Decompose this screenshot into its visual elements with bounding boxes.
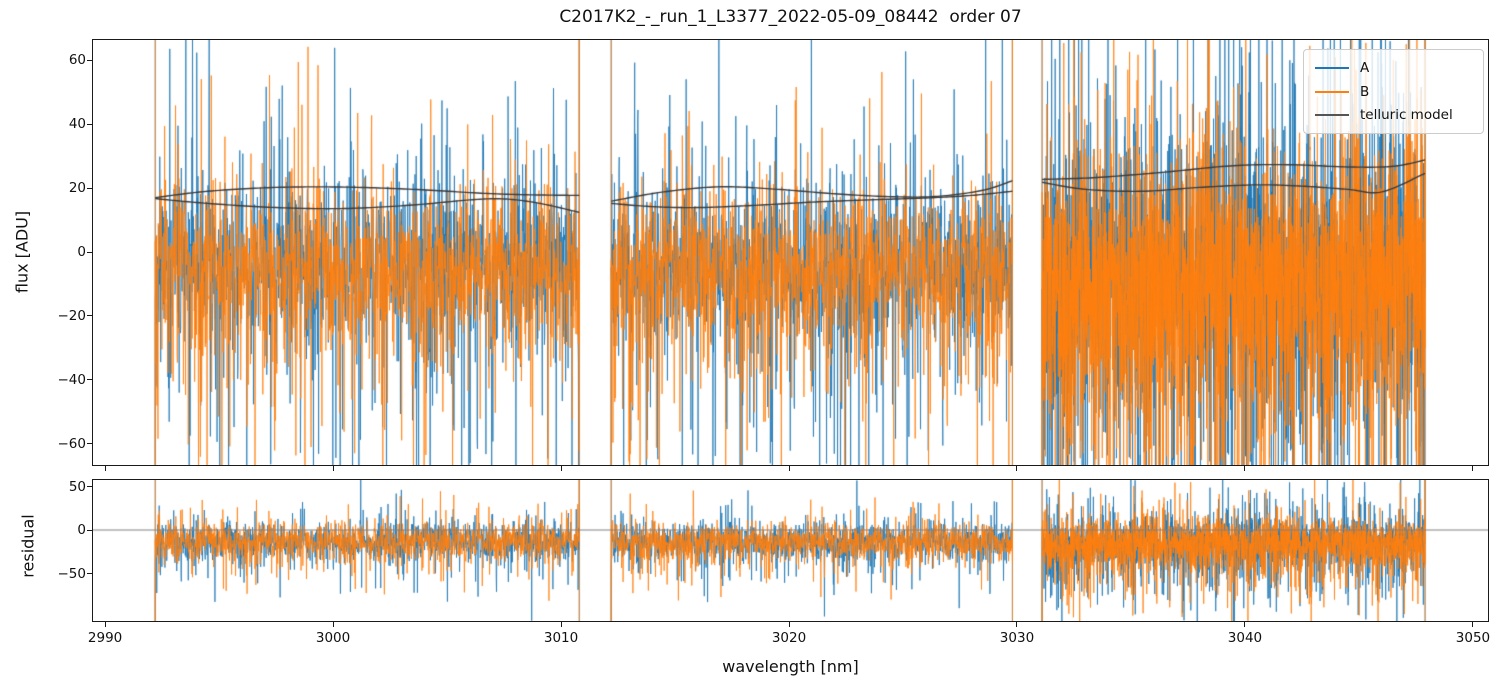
x-tick-mark: [1472, 466, 1474, 471]
legend-label-b: B: [1360, 83, 1370, 100]
x-tick-mark: [104, 622, 106, 627]
y-tick-mark: [87, 443, 92, 445]
y-tick-label: −60: [57, 435, 87, 452]
y-tick-mark: [87, 379, 92, 381]
legend-item-b: B: [1304, 84, 1483, 100]
legend-item-a: A: [1304, 60, 1483, 76]
legend: A B telluric model: [1303, 49, 1484, 134]
y-tick-label: 60: [68, 52, 86, 69]
y-tick-mark: [87, 573, 92, 574]
y-tick-label: 20: [68, 180, 86, 197]
y-tick-mark: [87, 486, 92, 488]
telluric-line-icon: [1315, 113, 1349, 116]
flux-axis-label: flux [ADU]: [12, 210, 32, 294]
legend-label-telluric: telluric model: [1360, 106, 1453, 123]
y-tick-mark: [87, 123, 92, 125]
legend-item-telluric: telluric model: [1304, 107, 1483, 123]
series-a-line-icon: [1315, 67, 1349, 70]
x-tick-mark: [560, 466, 562, 471]
x-tick-label: 2990: [87, 630, 123, 646]
y-tick-label: 0: [77, 244, 86, 261]
x-tick-label: 3020: [771, 630, 807, 646]
y-tick-label: 40: [68, 116, 86, 133]
x-tick-mark: [1244, 466, 1246, 471]
x-tick-label: 3050: [1455, 630, 1491, 646]
y-tick-label: 50: [68, 478, 86, 495]
x-tick-label: 3000: [315, 630, 351, 646]
x-tick-mark: [1016, 622, 1018, 627]
x-tick-mark: [560, 622, 562, 627]
figure-title: C2017K2_-_run_1_L3377_2022-05-09_08442 o…: [559, 7, 1022, 27]
flux-plot-area: [92, 39, 1489, 466]
x-tick-mark: [332, 466, 334, 471]
x-tick-label: 3030: [999, 630, 1035, 646]
wavelength-axis-label: wavelength [nm]: [722, 657, 859, 676]
y-tick-mark: [87, 315, 92, 317]
residual-canvas: [93, 480, 1488, 621]
x-tick-mark: [104, 466, 106, 471]
x-tick-mark: [788, 622, 790, 627]
y-tick-mark: [87, 59, 92, 61]
y-tick-label: −40: [57, 371, 87, 388]
residual-axis-label: residual: [18, 514, 38, 578]
y-tick-mark: [87, 251, 92, 253]
x-tick-label: 3040: [1227, 630, 1263, 646]
legend-label-a: A: [1360, 60, 1370, 77]
x-tick-mark: [1472, 622, 1474, 627]
series-b-line-icon: [1315, 90, 1349, 93]
y-tick-label: −20: [57, 307, 87, 324]
x-tick-mark: [1016, 466, 1018, 471]
residual-plot-area: [92, 479, 1489, 622]
x-tick-mark: [788, 466, 790, 471]
flux-spectrum-canvas: [93, 40, 1488, 465]
x-tick-mark: [332, 622, 334, 627]
y-tick-mark: [87, 187, 92, 189]
x-tick-label: 3010: [543, 630, 579, 646]
y-tick-label: 0: [77, 522, 86, 538]
y-tick-mark: [87, 529, 92, 531]
y-tick-label: −50: [57, 565, 87, 582]
x-tick-mark: [1244, 622, 1246, 627]
